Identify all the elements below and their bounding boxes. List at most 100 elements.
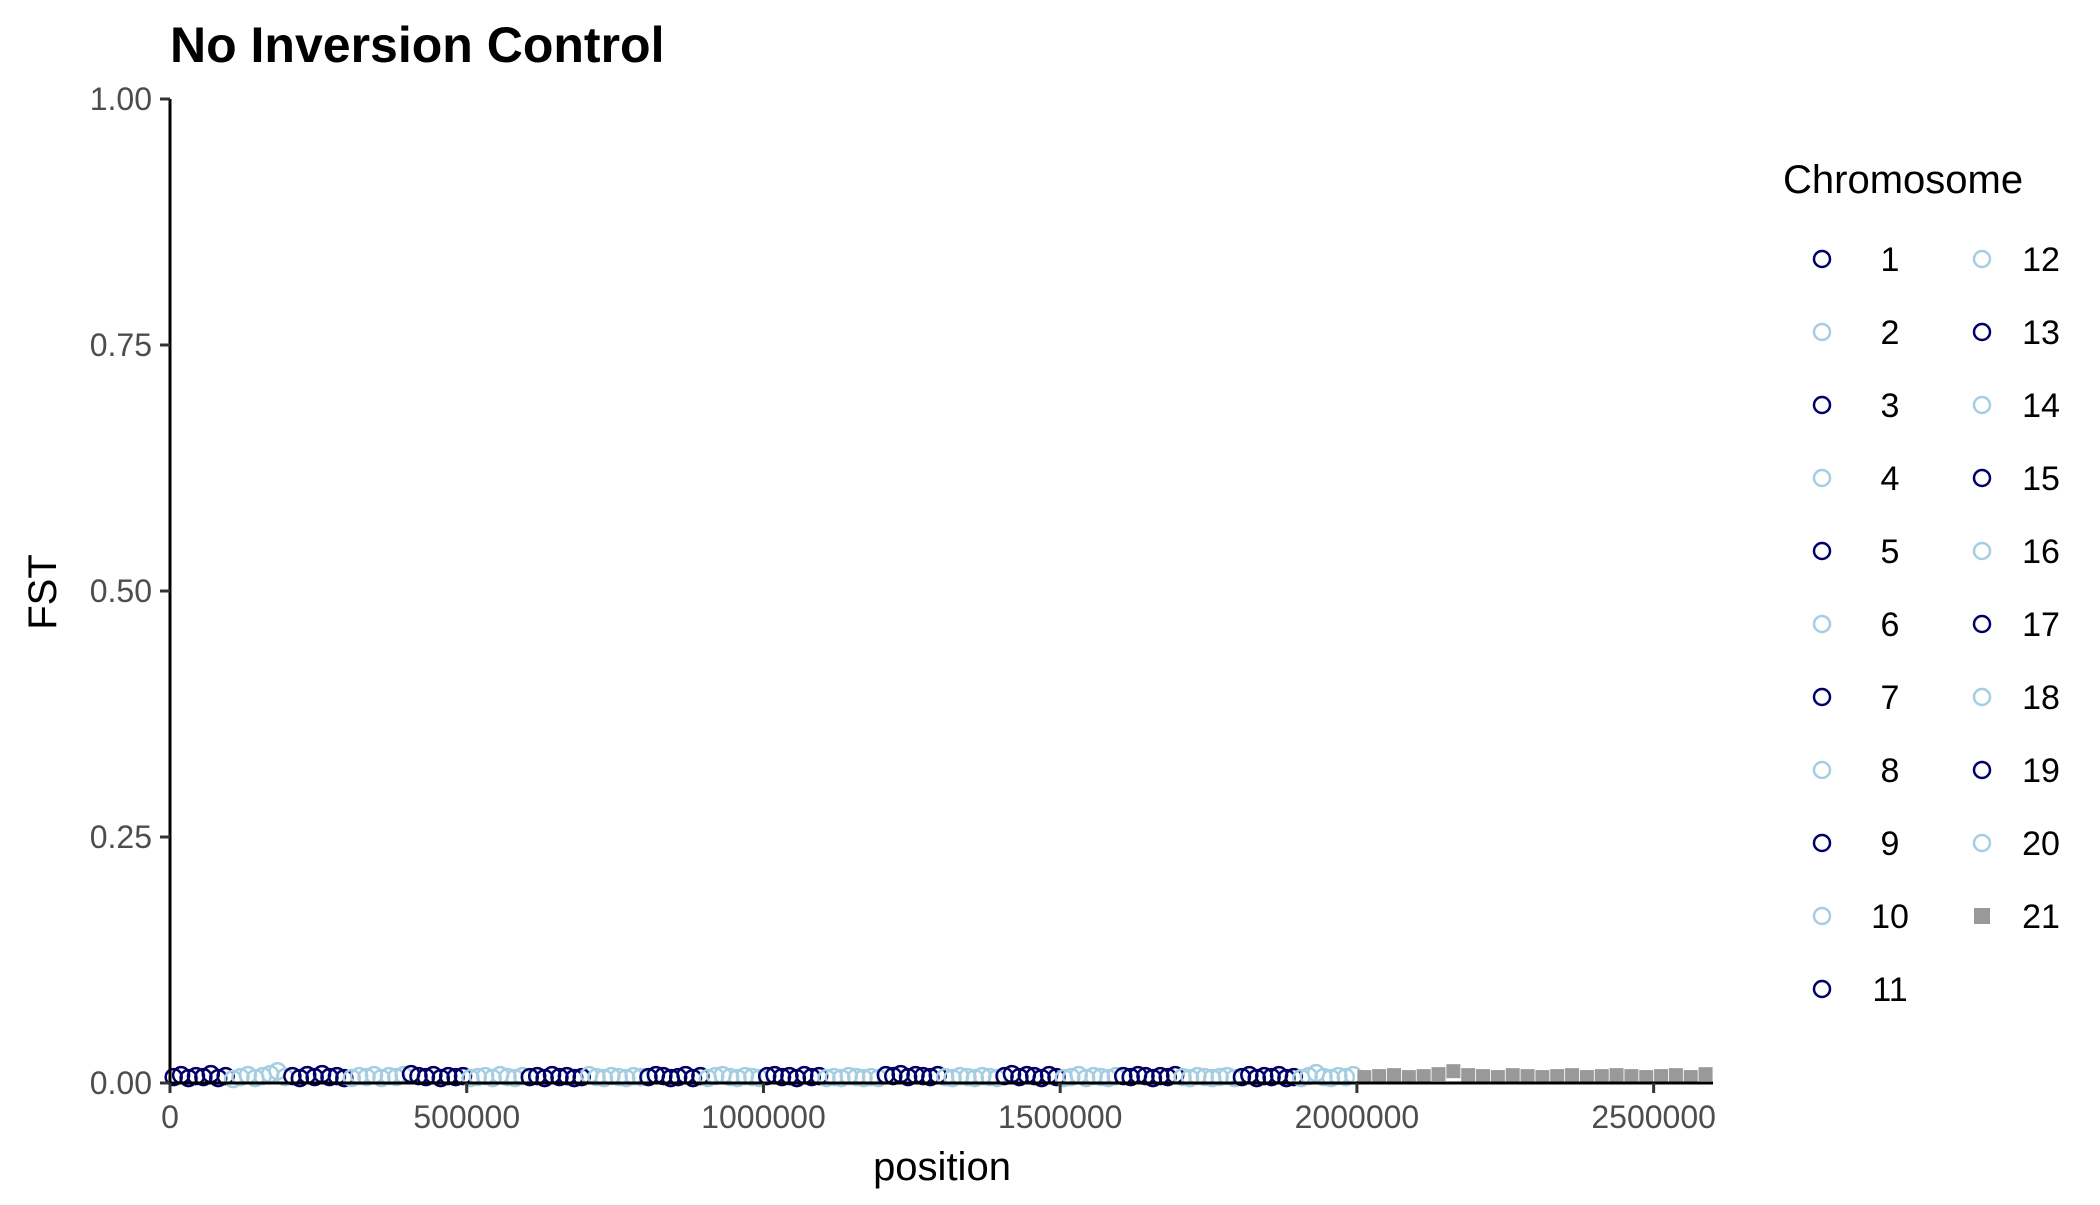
legend-item-chr-11: 11 <box>1812 971 1908 1009</box>
legend-label: 18 <box>2022 679 2060 717</box>
data-point <box>1446 1064 1461 1079</box>
data-point <box>1668 1068 1683 1083</box>
legend-label: 10 <box>1871 898 1909 936</box>
data-point <box>1624 1069 1639 1084</box>
legend-label: 7 <box>1881 679 1900 717</box>
data-point <box>1461 1068 1476 1083</box>
legend-key-circle <box>1812 687 1832 707</box>
chart-title: No Inversion Control <box>170 17 664 73</box>
data-point <box>1372 1069 1387 1084</box>
x-tick-label: 2000000 <box>1295 1099 1420 1135</box>
data-point <box>1401 1070 1416 1085</box>
legend-item-chr-16: 16 <box>1972 533 2060 571</box>
x-axis: 0 500000 1000000 1500000 2000000 2500000 <box>161 1081 1716 1135</box>
legend-item-chr-4: 4 <box>1812 460 1900 498</box>
x-tick-label: 1000000 <box>701 1099 826 1135</box>
data-point <box>1565 1068 1580 1083</box>
legend-label: 21 <box>2022 898 2060 936</box>
legend-key-circle <box>1972 541 1992 561</box>
legend-label: 11 <box>1872 971 1907 1009</box>
legend-key-circle <box>1812 760 1832 780</box>
data-point <box>1336 1067 1356 1087</box>
legend-label: 17 <box>2022 606 2060 644</box>
legend-key-circle <box>1812 614 1832 634</box>
series-chr-21 <box>1357 1064 1713 1085</box>
y-tick-label: 0.25 <box>90 819 152 855</box>
legend-key-circle <box>1812 833 1832 853</box>
legend-label: 13 <box>2022 314 2060 352</box>
legend-item-chr-14: 14 <box>1972 387 2060 425</box>
legend-item-chr-5: 5 <box>1812 533 1900 571</box>
series-chr-17 <box>1113 1065 1185 1088</box>
legend-label: 19 <box>2022 752 2060 790</box>
data-point <box>1609 1068 1624 1083</box>
legend-item-chr-9: 9 <box>1812 825 1899 863</box>
legend-title: Chromosome <box>1783 158 2023 202</box>
legend-item-chr-7: 7 <box>1812 679 1900 717</box>
legend-item-chr-21: 21 <box>1974 898 2060 936</box>
legend-label: 4 <box>1881 460 1900 498</box>
legend-item-chr-13: 13 <box>1972 314 2060 352</box>
data-point <box>1550 1069 1565 1084</box>
legend-item-chr-3: 3 <box>1812 387 1900 425</box>
plot-area <box>164 1061 1713 1089</box>
data-point <box>1594 1069 1609 1084</box>
legend-key-circle <box>1812 322 1832 342</box>
data-point <box>1535 1070 1550 1085</box>
legend-item-chr-19: 19 <box>1972 752 2060 790</box>
data-point <box>1416 1069 1431 1084</box>
legend-key-circle <box>1972 833 1992 853</box>
data-point <box>1520 1069 1535 1084</box>
legend-item-chr-8: 8 <box>1812 752 1900 790</box>
data-point <box>1387 1068 1402 1083</box>
legend-key-circle <box>1972 249 1992 269</box>
data-point <box>1357 1070 1372 1085</box>
legend-key-circle <box>1812 468 1832 488</box>
legend-key-circle <box>1812 541 1832 561</box>
legend-item-chr-17: 17 <box>1972 606 2060 644</box>
legend-item-chr-20: 20 <box>1972 825 2060 863</box>
y-axis: 0.00 0.25 0.50 0.75 1.00 <box>90 81 172 1101</box>
legend-key-circle <box>1812 979 1832 999</box>
legend-item-chr-18: 18 <box>1972 679 2060 717</box>
data-point <box>1698 1067 1713 1082</box>
data-point <box>1639 1070 1654 1085</box>
legend-label: 20 <box>2022 825 2060 863</box>
legend-label: 12 <box>2022 241 2060 279</box>
data-point <box>1683 1070 1698 1085</box>
data-point <box>1490 1070 1505 1085</box>
legend-label: 3 <box>1881 387 1900 425</box>
data-point <box>1476 1069 1491 1084</box>
x-tick-label: 0 <box>161 1099 179 1135</box>
series-chr-9 <box>639 1065 710 1088</box>
legend-key-circle <box>1972 687 1992 707</box>
series-chr-4 <box>342 1065 413 1088</box>
legend-key-circle <box>1812 395 1832 415</box>
legend-item-chr-15: 15 <box>1972 460 2060 498</box>
y-axis-title: FST <box>21 554 65 630</box>
legend-label: 1 <box>1881 241 1900 279</box>
y-tick-label: 0.00 <box>90 1065 152 1101</box>
legend-label: 16 <box>2022 533 2060 571</box>
legend-label: 2 <box>1881 314 1900 352</box>
legend-item-chr-10: 10 <box>1812 898 1909 936</box>
legend-key-circle <box>1812 249 1832 269</box>
legend-key-square <box>1974 908 1990 924</box>
legend-key-circle <box>1972 322 1992 342</box>
series-chr-2 <box>223 1061 295 1089</box>
legend-key-circle <box>1972 614 1992 634</box>
x-tick-label: 1500000 <box>998 1099 1123 1135</box>
legend-label: 6 <box>1881 606 1900 644</box>
legend-label: 8 <box>1881 752 1900 790</box>
x-axis-title: position <box>873 1145 1011 1189</box>
legend-key-circle <box>1972 395 1992 415</box>
legend-key-circle <box>1972 468 1992 488</box>
x-tick-label: 500000 <box>413 1099 520 1135</box>
legend-key-circle <box>1812 906 1832 926</box>
data-point <box>1431 1067 1446 1082</box>
legend-label: 5 <box>1881 533 1900 571</box>
y-tick-label: 0.75 <box>90 327 152 363</box>
legend-item-chr-1: 1 <box>1812 241 1900 279</box>
